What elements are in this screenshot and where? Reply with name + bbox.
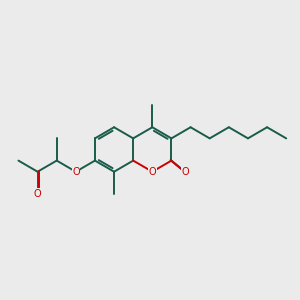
- Text: O: O: [72, 167, 80, 177]
- Text: O: O: [148, 167, 156, 177]
- Text: O: O: [34, 189, 41, 199]
- Text: O: O: [181, 167, 189, 177]
